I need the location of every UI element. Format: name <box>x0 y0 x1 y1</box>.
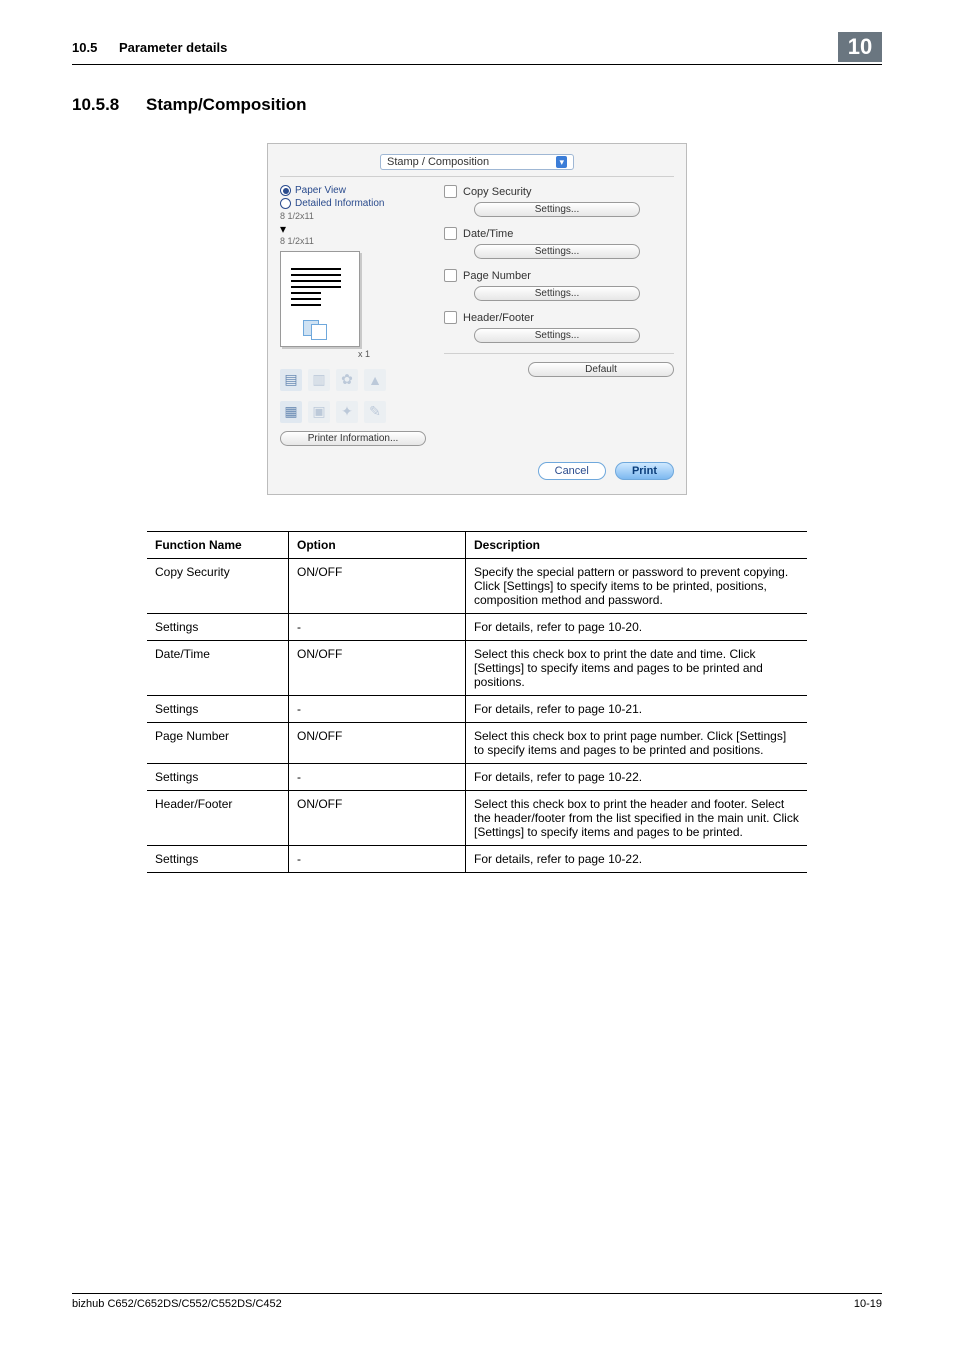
copy-security-checkbox[interactable]: Copy Security <box>444 185 674 198</box>
radio-icon <box>280 185 291 196</box>
footer-product: bizhub C652/C652DS/C552/C552DS/C452 <box>72 1298 282 1310</box>
table-row: Settings - For details, refer to page 10… <box>147 695 807 722</box>
chapter-badge: 10 <box>838 32 882 62</box>
table-row: Settings - For details, refer to page 10… <box>147 845 807 872</box>
paper-preview <box>280 251 360 347</box>
mini-icons-row: ▤ ▥ ✿ ▲ <box>280 369 430 391</box>
panel-select[interactable]: Stamp / Composition ▾ <box>380 154 574 170</box>
header-footer-settings-button[interactable]: Settings... <box>474 328 640 343</box>
section-title: 10.5.8 Stamp/Composition <box>72 95 882 115</box>
th-option: Option <box>289 531 466 558</box>
dimensions-box: 8 1/2x11 ▾ 8 1/2x11 <box>280 211 430 247</box>
table-row: Settings - For details, refer to page 10… <box>147 763 807 790</box>
table-row: Header/Footer ON/OFF Select this check b… <box>147 790 807 845</box>
ghost-icon: ✿ <box>336 369 358 391</box>
printer-information-button[interactable]: Printer Information... <box>280 431 426 446</box>
date-time-checkbox[interactable]: Date/Time <box>444 227 674 240</box>
date-time-label: Date/Time <box>463 228 513 240</box>
default-button[interactable]: Default <box>528 362 674 377</box>
ghost-icon: ▣ <box>308 401 330 423</box>
print-button[interactable]: Print <box>615 462 674 480</box>
radio-detailed-info[interactable]: Detailed Information <box>280 198 430 209</box>
parameters-table: Function Name Option Description Copy Se… <box>147 531 807 873</box>
ghost-icon: ✎ <box>364 401 386 423</box>
ghost-icon: ✦ <box>336 401 358 423</box>
date-time-settings-button[interactable]: Settings... <box>474 244 640 259</box>
page-number-settings-button[interactable]: Settings... <box>474 286 640 301</box>
section-title-number: 10.5.8 <box>72 95 119 114</box>
cancel-button[interactable]: Cancel <box>538 462 606 480</box>
copy-security-settings-button[interactable]: Settings... <box>474 202 640 217</box>
th-description: Description <box>466 531 808 558</box>
checkbox-icon <box>444 269 457 282</box>
zoom-indicator: x 1 <box>280 349 370 359</box>
page-number-checkbox[interactable]: Page Number <box>444 269 674 282</box>
page-number-label: Page Number <box>463 270 531 282</box>
table-row: Copy Security ON/OFF Specify the special… <box>147 558 807 613</box>
stamp-composition-dialog: Stamp / Composition ▾ Paper View Detaile… <box>267 143 687 495</box>
layout-icon: ▦ <box>280 401 302 423</box>
header-section-number: 10.5 <box>72 40 97 55</box>
radio-icon <box>280 198 291 209</box>
table-row: Page Number ON/OFF Select this check box… <box>147 722 807 763</box>
layout-icon: ▤ <box>280 369 302 391</box>
panel-select-label: Stamp / Composition <box>387 156 489 168</box>
table-row: Settings - For details, refer to page 10… <box>147 613 807 640</box>
table-row: Date/Time ON/OFF Select this check box t… <box>147 640 807 695</box>
checkbox-icon <box>444 227 457 240</box>
section-title-text: Stamp/Composition <box>146 95 307 114</box>
header-footer-checkbox[interactable]: Header/Footer <box>444 311 674 324</box>
th-function: Function Name <box>147 531 289 558</box>
ghost-icon: ▲ <box>364 369 386 391</box>
chevron-down-icon: ▾ <box>556 156 567 168</box>
footer-page: 10-19 <box>854 1298 882 1310</box>
ghost-icon: ▥ <box>308 369 330 391</box>
page-header: 10.5 Parameter details 10 <box>72 32 882 65</box>
header-section-title: Parameter details <box>119 40 227 55</box>
page-footer: bizhub C652/C652DS/C552/C552DS/C452 10-1… <box>72 1293 882 1310</box>
checkbox-icon <box>444 311 457 324</box>
radio-paper-view-label: Paper View <box>295 185 346 196</box>
header-footer-label: Header/Footer <box>463 312 534 324</box>
copy-security-label: Copy Security <box>463 186 531 198</box>
checkbox-icon <box>444 185 457 198</box>
radio-paper-view[interactable]: Paper View <box>280 185 430 196</box>
radio-detailed-info-label: Detailed Information <box>295 198 385 209</box>
